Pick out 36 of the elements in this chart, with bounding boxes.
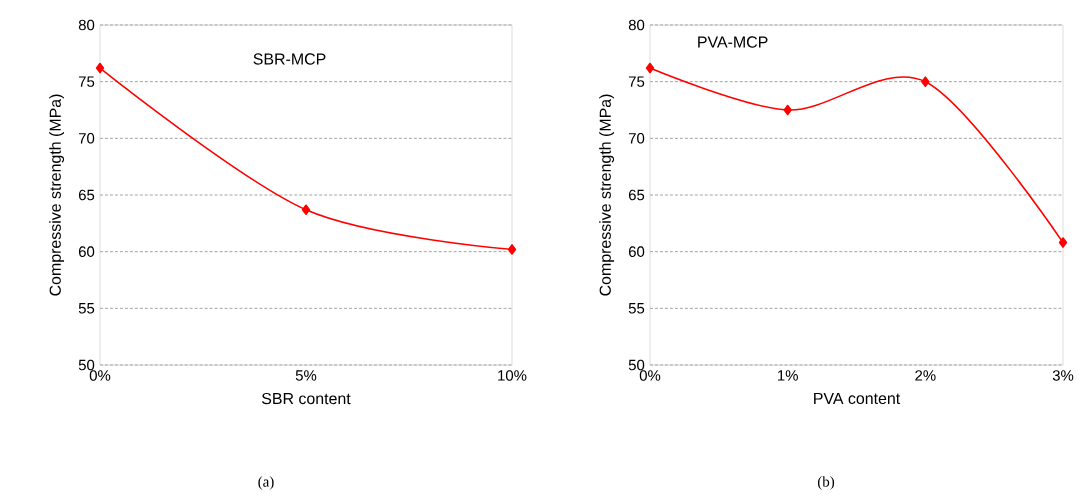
y-tick-label: 80 xyxy=(628,19,645,31)
x-tick-label: 10% xyxy=(498,370,527,381)
x-tick-label: 0% xyxy=(89,370,111,381)
text: (a) xyxy=(258,476,274,490)
point xyxy=(507,244,517,255)
point xyxy=(1058,237,1068,248)
y-tick-label: 75 xyxy=(628,76,645,87)
x-axis-title: PVA content xyxy=(814,392,901,405)
text: (b) xyxy=(817,476,835,490)
point xyxy=(921,76,930,87)
point xyxy=(301,204,311,216)
x-tick-label: 5% xyxy=(295,370,317,381)
point xyxy=(95,62,105,74)
text: SBR-MCP xyxy=(253,53,326,65)
text: PVA-MCP xyxy=(698,36,768,48)
y-tick-label: 65 xyxy=(628,189,645,201)
y-axis-title: Compressive strength (MPa) xyxy=(599,94,615,296)
y-tick-label: 70 xyxy=(628,133,645,144)
x-tick-label: 1% xyxy=(778,370,798,381)
y-tick-label: 60 xyxy=(78,246,95,257)
y-tick-label: 55 xyxy=(78,303,95,314)
y-tick-label: 50 xyxy=(78,359,95,371)
y-axis-title: Compressive strength (MPa) xyxy=(49,94,65,296)
x-tick-label: 0% xyxy=(639,370,661,381)
y-tick-label: 80 xyxy=(78,19,95,31)
x-tick-label: 3% xyxy=(1052,370,1074,381)
point xyxy=(783,104,792,116)
y-tick-label: 65 xyxy=(78,189,95,201)
point xyxy=(645,62,655,74)
y-tick-label: 50 xyxy=(628,359,645,371)
y-tick-label: 60 xyxy=(628,246,645,257)
y-tick-label: 55 xyxy=(628,303,645,314)
x-tick-label: 2% xyxy=(915,370,936,381)
x-axis-title: SBR content xyxy=(261,392,351,405)
y-tick-label: 75 xyxy=(78,76,95,87)
y-tick-label: 70 xyxy=(78,133,95,144)
